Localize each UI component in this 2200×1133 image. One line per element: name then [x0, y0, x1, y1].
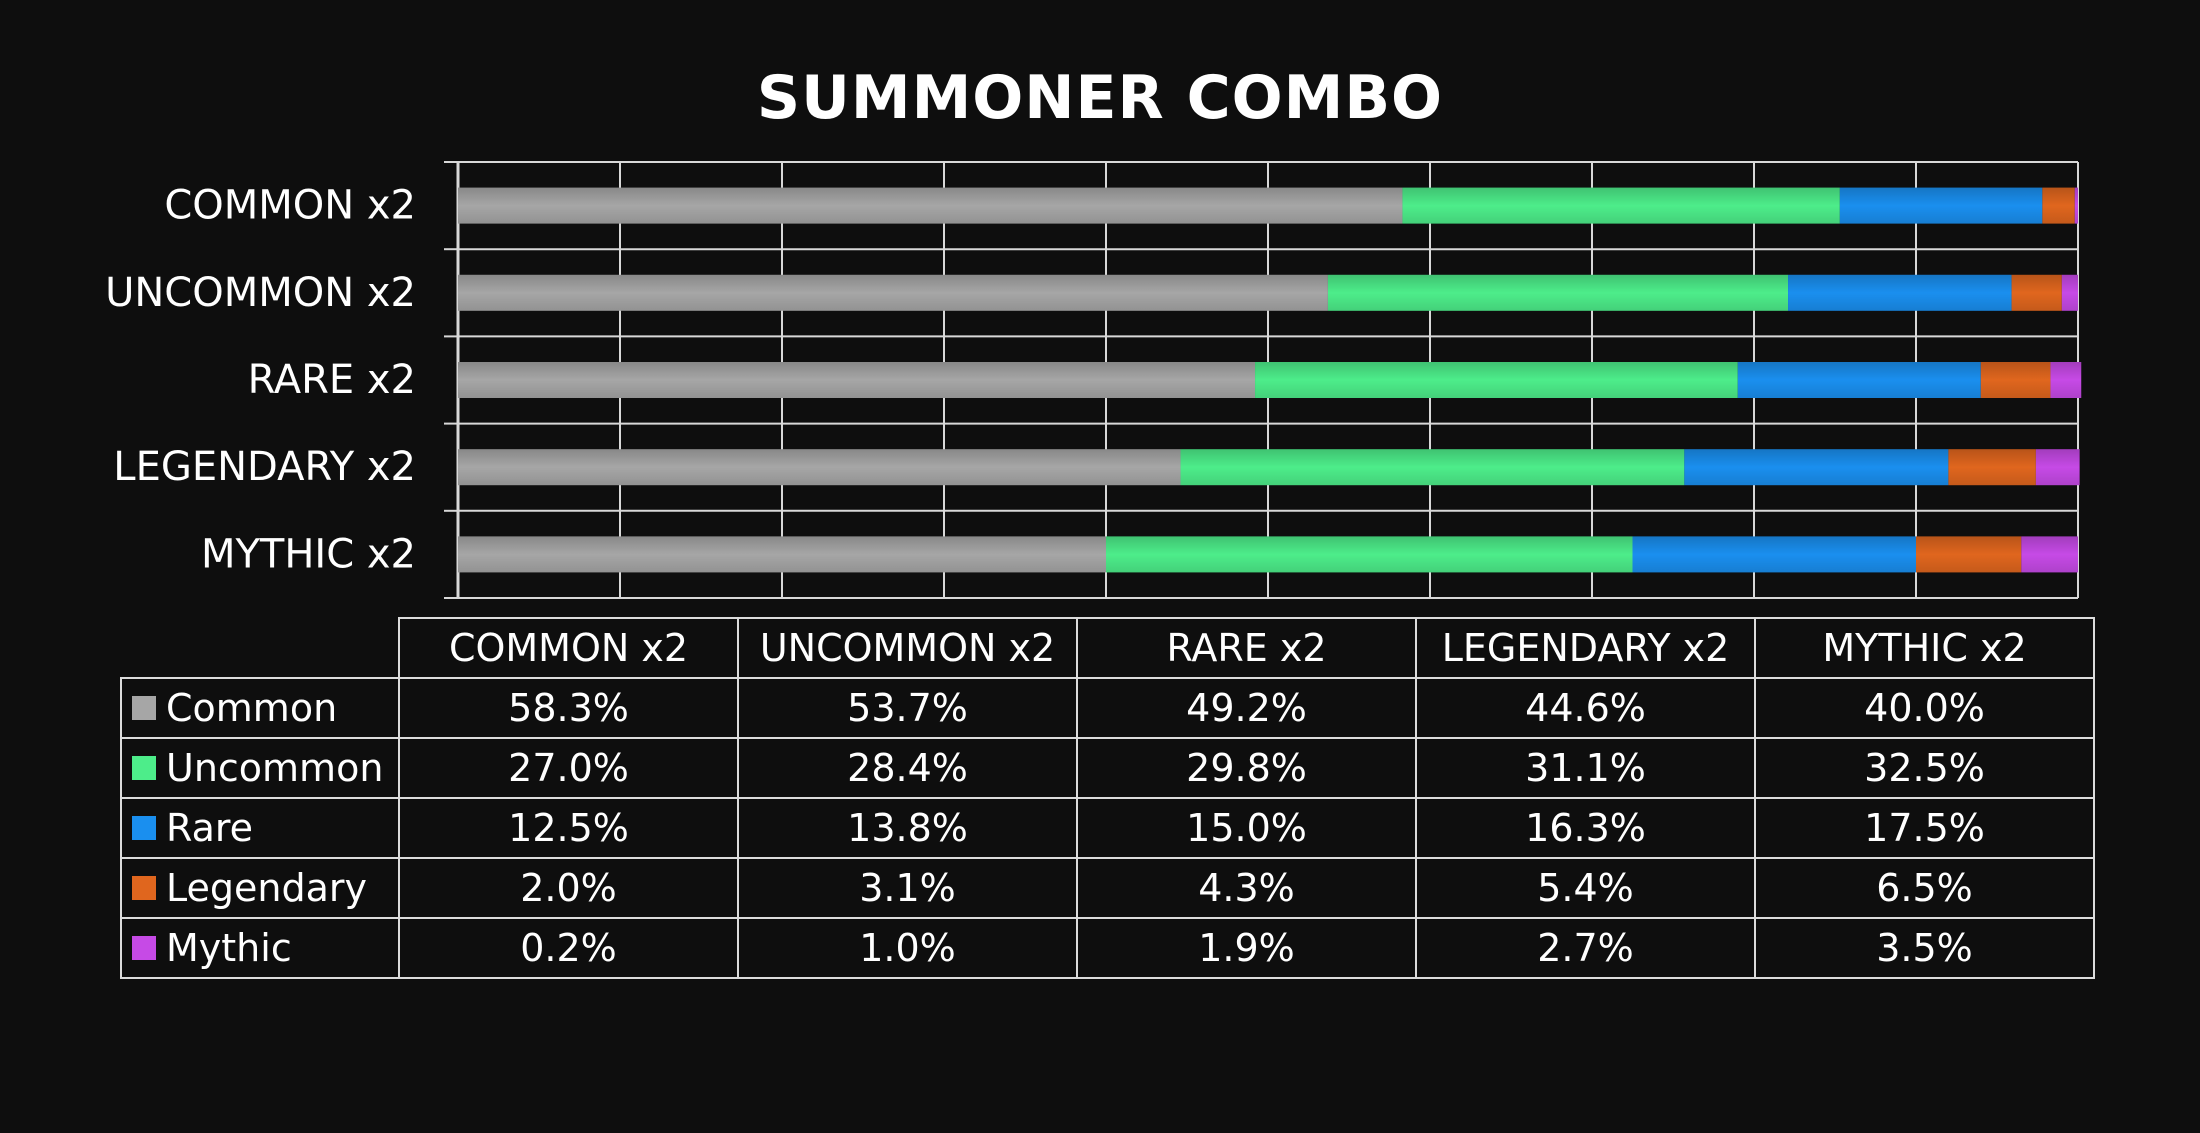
legend-swatch [132, 815, 156, 840]
bar-segment [1948, 449, 2036, 486]
bar-segment [1327, 274, 1789, 311]
legend-entry: Mythic [120, 917, 400, 979]
bar-segment [1684, 449, 1949, 486]
chart-title: SUMMONER COMBO [756, 63, 1444, 133]
table-cell: 58.3% [398, 677, 739, 739]
bar-segment [458, 187, 1403, 224]
table-cell: 6.5% [1754, 857, 2095, 919]
bar-segment [458, 536, 1106, 573]
table-cell: 17.5% [1754, 797, 2095, 859]
legend-label: Rare [166, 806, 254, 850]
table-cell: 29.8% [1076, 737, 1417, 799]
table-cell: 4.3% [1076, 857, 1417, 919]
table-column-header: UNCOMMON x2 [737, 617, 1078, 679]
table-cell: 28.4% [737, 737, 1078, 799]
table-cell: 1.9% [1076, 917, 1417, 979]
table-cell: 49.2% [1076, 677, 1417, 739]
bar-segment [2035, 449, 2080, 486]
bar-segment [1402, 187, 1840, 224]
table-cell: 12.5% [398, 797, 739, 859]
table-cell: 15.0% [1076, 797, 1417, 859]
table-column-header: LEGENDARY x2 [1415, 617, 1756, 679]
table-cell: 0.2% [398, 917, 739, 979]
bar-segment [1788, 274, 2012, 311]
legend-label: Common [166, 686, 338, 730]
legend-entry: Rare [120, 797, 400, 859]
bar-segment [458, 274, 1328, 311]
legend-swatch [132, 935, 156, 960]
bar-segment [1737, 362, 1981, 398]
legend-entry: Legendary [120, 857, 400, 919]
table-cell: 3.1% [737, 857, 1078, 919]
legend-entry: Common [120, 677, 400, 739]
bar-segment [458, 449, 1181, 486]
table-cell: 13.8% [737, 797, 1078, 859]
table-row: Common 58.3% 53.7% 49.2% 44.6% 40.0% [120, 677, 2095, 739]
legend-label: Uncommon [166, 746, 384, 790]
bar-segment [1255, 362, 1738, 398]
table-body: Common 58.3% 53.7% 49.2% 44.6% 40.0% Uncommon 2… [120, 677, 2095, 979]
bar-segment [2042, 187, 2075, 224]
table-cell: 31.1% [1415, 737, 1756, 799]
bar-segment [1180, 449, 1685, 486]
bar-segment [1916, 536, 2022, 573]
table-cell: 3.5% [1754, 917, 2095, 979]
table-cell: 27.0% [398, 737, 739, 799]
table-cell: 16.3% [1415, 797, 1756, 859]
bar-segment [1632, 536, 1916, 573]
table-column-header: MYTHIC x2 [1754, 617, 2095, 679]
table-cell: 44.6% [1415, 677, 1756, 739]
table-cell: 1.0% [737, 917, 1078, 979]
table-corner [121, 618, 400, 679]
table-row: Legendary 2.0% 3.1% 4.3% 5.4% 6.5% [120, 857, 2095, 919]
legend-label: Legendary [166, 866, 367, 910]
table-cell: 53.7% [737, 677, 1078, 739]
table-row: Uncommon 27.0% 28.4% 29.8% 31.1% 32.5% [120, 737, 2095, 799]
bar-segment [2011, 274, 2062, 311]
category-label: RARE x2 [248, 357, 416, 403]
legend-label: Mythic [166, 926, 292, 970]
table-header-row: COMMON x2 UNCOMMON x2 RARE x2 LEGENDARY x2 M… [121, 617, 2095, 679]
table-column-header: RARE x2 [1076, 617, 1417, 679]
category-labels: COMMON x2 UNCOMMON x2 RARE x2 LEGENDARY x2 M… [105, 183, 416, 578]
table-cell: 5.4% [1415, 857, 1756, 919]
table-cell: 32.5% [1754, 737, 2095, 799]
legend-swatch [132, 695, 156, 720]
category-label: COMMON x2 [164, 183, 416, 229]
bar-segment [2050, 362, 2082, 398]
bar-segment [2021, 536, 2078, 573]
bar-segment [1106, 536, 1633, 573]
category-label: UNCOMMON x2 [105, 270, 416, 316]
bar-segments [458, 187, 2082, 573]
bar-segment [1839, 187, 2043, 224]
category-label: MYTHIC x2 [201, 531, 416, 577]
legend-swatch [132, 875, 156, 900]
bar-segment [458, 362, 1256, 398]
bar-segment [1980, 362, 2051, 398]
legend-entry: Uncommon [120, 737, 400, 799]
table-cell: 2.7% [1415, 917, 1756, 979]
table-row: Rare 12.5% 13.8% 15.0% 16.3% 17.5% [120, 797, 2095, 859]
data-table: COMMON x2 UNCOMMON x2 RARE x2 LEGENDARY x2 M… [120, 617, 2095, 979]
stacked-bar-chart: COMMON x2 UNCOMMON x2 RARE x2 LEGENDARY x2 M… [105, 161, 2082, 599]
table-cell: 2.0% [398, 857, 739, 919]
table-cell: 40.0% [1754, 677, 2095, 739]
bar-segment [2061, 274, 2078, 311]
table-row: Mythic 0.2% 1.0% 1.9% 2.7% 3.5% [120, 917, 2095, 979]
legend-swatch [132, 755, 156, 780]
category-label: LEGENDARY x2 [113, 444, 416, 490]
table-column-header: COMMON x2 [398, 617, 739, 679]
bar-segment [2074, 187, 2078, 224]
